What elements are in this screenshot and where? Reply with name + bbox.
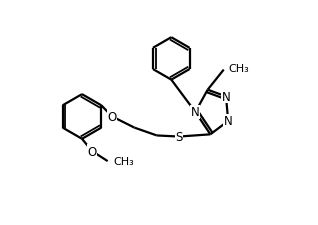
Text: CH₃: CH₃ — [228, 63, 249, 74]
Text: O: O — [107, 110, 117, 124]
Text: N: N — [191, 106, 200, 119]
Text: S: S — [176, 130, 183, 143]
Text: N: N — [224, 115, 232, 128]
Text: CH₃: CH₃ — [113, 156, 134, 166]
Text: N: N — [222, 90, 230, 104]
Text: O: O — [87, 145, 97, 158]
